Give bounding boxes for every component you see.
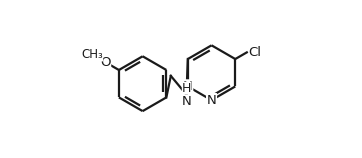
Text: N: N (182, 95, 191, 108)
Text: Cl: Cl (248, 46, 261, 59)
Text: H: H (182, 82, 191, 95)
Text: O: O (100, 56, 110, 69)
Text: N: N (207, 94, 216, 107)
Text: CH₃: CH₃ (81, 48, 103, 61)
Text: N: N (183, 80, 193, 93)
